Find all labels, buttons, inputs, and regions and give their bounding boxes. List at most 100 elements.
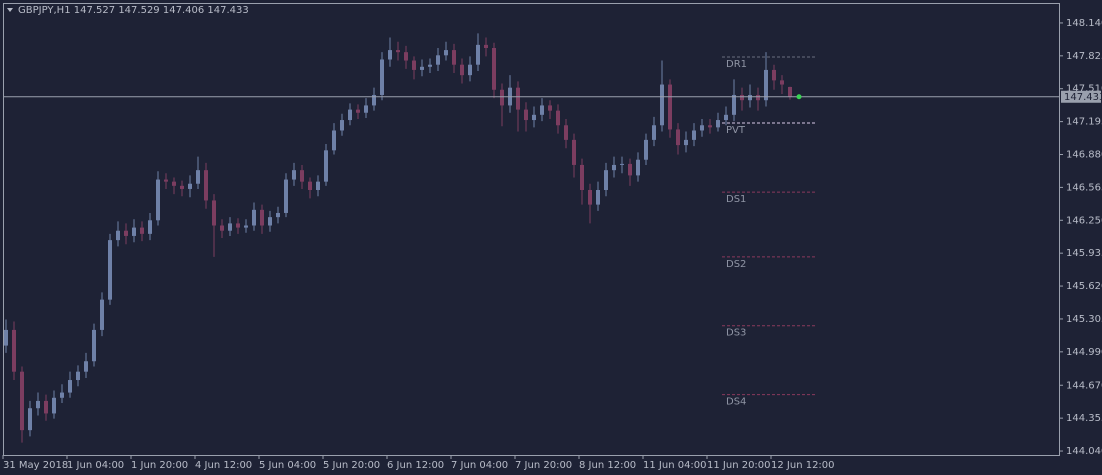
- candle-body: [644, 139, 648, 160]
- candle-body: [420, 66, 424, 70]
- candle-body: [596, 190, 600, 205]
- y-tick-label: 144.040: [1066, 446, 1102, 457]
- candle-body: [116, 230, 120, 241]
- candle-body: [548, 105, 552, 111]
- candle-body: [564, 125, 568, 140]
- candle-body: [404, 52, 408, 61]
- candle-body: [700, 125, 704, 131]
- candle-body: [604, 170, 608, 191]
- candle-body: [468, 64, 472, 76]
- candle-body: [388, 50, 392, 60]
- candle-body: [676, 129, 680, 146]
- candle-body: [140, 227, 144, 234]
- y-tick-label: 146.880: [1066, 150, 1102, 161]
- candle-body: [460, 64, 464, 76]
- candle-body: [628, 163, 632, 176]
- candle-body: [252, 209, 256, 226]
- price-label-box: [1061, 90, 1101, 103]
- candle-body: [428, 64, 432, 67]
- candle-body: [684, 139, 688, 146]
- y-tick-label: 147.195: [1066, 117, 1102, 128]
- candle-body: [692, 130, 696, 140]
- pivot-label: DS1: [726, 194, 746, 205]
- candle-body: [148, 220, 152, 234]
- candle-body: [196, 170, 200, 184]
- candle-body: [540, 105, 544, 115]
- pivot-label: DS3: [726, 328, 746, 339]
- candle-body: [588, 190, 592, 205]
- x-tick-label: 6 Jun 12:00: [387, 460, 444, 471]
- y-tick-label: 146.250: [1066, 215, 1102, 226]
- y-tick-label: 146.565: [1066, 182, 1102, 193]
- candle-body: [500, 89, 504, 106]
- x-tick-label: 1 Jun 04:00: [67, 460, 124, 471]
- candle-body: [532, 114, 536, 121]
- y-tick-label: 145.620: [1066, 281, 1102, 292]
- candle-body: [660, 84, 664, 126]
- y-tick-label: 144.990: [1066, 347, 1102, 358]
- candle-body: [156, 179, 160, 221]
- candle-body: [236, 223, 240, 228]
- candle-body: [748, 94, 752, 101]
- candle-body: [484, 44, 488, 49]
- candle-body: [780, 80, 784, 85]
- candle-body: [244, 225, 248, 228]
- candle-body: [172, 181, 176, 186]
- candle-body: [268, 217, 272, 226]
- candle-body: [84, 361, 88, 372]
- y-tick-label: 147.510: [1066, 84, 1102, 95]
- candle-body: [444, 50, 448, 56]
- x-tick-label: 31 May 2018: [3, 460, 68, 471]
- candle-body: [36, 400, 40, 409]
- x-tick-label: 11 Jun 04:00: [643, 460, 707, 471]
- candle-body: [764, 69, 768, 101]
- candle-body: [452, 50, 456, 65]
- price-label: 147.433: [1064, 92, 1102, 103]
- candle-body: [340, 120, 344, 131]
- candle-body: [620, 163, 624, 165]
- candle-body: [740, 94, 744, 101]
- y-tick-label: 144.670: [1066, 380, 1102, 391]
- x-tick-label: 8 Jun 12:00: [579, 460, 636, 471]
- candle-body: [76, 371, 80, 381]
- candle-body: [492, 48, 496, 90]
- candle-body: [228, 223, 232, 231]
- candle-body: [308, 181, 312, 191]
- candle-body: [436, 55, 440, 65]
- x-tick-label: 1 Jun 20:00: [131, 460, 188, 471]
- chart-header: GBPJPY,H1 147.527 147.529 147.406 147.43…: [18, 5, 249, 16]
- candle-body: [556, 110, 560, 126]
- candle-body: [220, 225, 224, 231]
- close-value: 147.433: [207, 5, 248, 16]
- candle-body: [572, 139, 576, 165]
- x-tick-label: 7 Jun 20:00: [515, 460, 572, 471]
- candle-body: [324, 150, 328, 182]
- pivot-label: DR1: [726, 59, 747, 70]
- candle-body: [52, 397, 56, 414]
- candle-body: [724, 114, 728, 121]
- candle-body: [364, 105, 368, 113]
- x-tick-label: 5 Jun 04:00: [259, 460, 316, 471]
- pivot-label: PVT: [726, 125, 746, 136]
- candle-body: [124, 230, 128, 236]
- candle-body: [212, 200, 216, 226]
- candle-body: [476, 44, 480, 65]
- candle-body: [668, 84, 672, 130]
- candle-body: [284, 179, 288, 213]
- candle-body: [20, 371, 24, 431]
- candle-body: [28, 408, 32, 431]
- candle-body: [180, 185, 184, 189]
- x-tick-label: 4 Jun 12:00: [195, 460, 252, 471]
- candle-body: [276, 212, 280, 218]
- candle-body: [68, 380, 72, 393]
- candle-body: [636, 159, 640, 176]
- candle-body: [412, 60, 416, 70]
- candle-body: [316, 181, 320, 191]
- candle-body: [380, 59, 384, 95]
- x-tick-label: 12 Jun 12:00: [771, 460, 835, 471]
- symbol: GBPJPY,H1: [18, 5, 71, 16]
- candle-body: [732, 94, 736, 115]
- candle-body: [372, 94, 376, 106]
- pivot-label: DS4: [726, 397, 746, 408]
